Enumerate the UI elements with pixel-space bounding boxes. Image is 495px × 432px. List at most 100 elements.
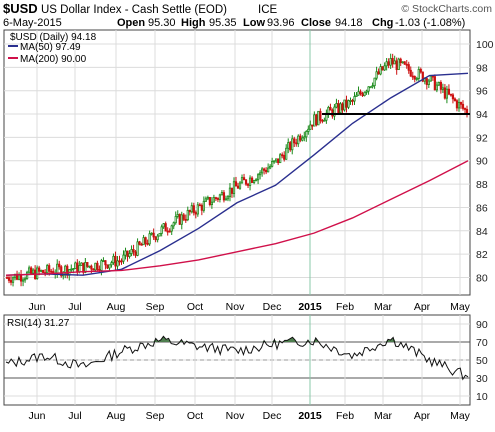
candle-body [315, 114, 318, 126]
candle-body [305, 131, 308, 138]
candle-body [230, 187, 234, 194]
candle-body [204, 198, 207, 202]
candle-body [383, 65, 386, 71]
candle-body [329, 106, 332, 111]
ma50-line [5, 72, 469, 276]
candle-body [429, 75, 432, 82]
candle-body [369, 86, 372, 89]
candle-body [90, 265, 93, 270]
candle-body [254, 179, 258, 182]
quote-date: 6-May-2015 [3, 17, 62, 29]
candle-body [30, 267, 33, 274]
legend-ma200: MA(200) 90.00 [20, 54, 87, 65]
price-marks [5, 53, 470, 287]
candle-body [74, 262, 77, 270]
price-x-tick-label: Dec [263, 301, 282, 313]
candle-body [126, 250, 129, 257]
candle-body [359, 91, 362, 95]
candle-body [283, 154, 286, 160]
candle-body [200, 204, 203, 211]
candle-body [361, 93, 364, 97]
price-y-tick-label: 100 [476, 39, 494, 51]
candle-body [317, 110, 320, 126]
candle-body [128, 253, 131, 257]
candle-body [166, 230, 169, 233]
candle-body [234, 181, 238, 187]
candle-body [347, 100, 350, 108]
candle-body [403, 61, 406, 65]
candle-body [9, 280, 13, 283]
candle-body [256, 174, 260, 181]
chg-label: Chg [372, 17, 393, 29]
candle-body [134, 251, 137, 256]
candle-body [23, 278, 27, 281]
candle-body [130, 249, 133, 254]
candle-body [96, 262, 99, 270]
candle-body [160, 226, 163, 234]
rsi-legend: RSI(14) 31.27 [7, 318, 70, 329]
candle-body [94, 262, 97, 271]
open-value: 95.30 [148, 17, 176, 29]
candle-body [186, 209, 189, 221]
watermark: © StockCharts.com [401, 3, 492, 15]
candle-body [19, 274, 23, 282]
candle-body [345, 99, 348, 108]
candle-body [168, 230, 171, 233]
price-x-tick-label: Apr [414, 301, 431, 313]
candle-body [289, 142, 292, 151]
price-x-tick-label: Aug [107, 301, 126, 313]
price-x-tick-label: Jul [68, 301, 81, 313]
candle-body [202, 200, 205, 211]
candle-body [120, 260, 123, 263]
candle-body [66, 265, 69, 276]
candle-body [46, 265, 49, 274]
candle-body [7, 277, 11, 281]
price-x-tick-label: Sep [146, 301, 165, 313]
candle-body [136, 241, 139, 256]
candle-body [220, 192, 224, 196]
candle-body [112, 255, 115, 264]
candle-body [242, 177, 246, 181]
candle-body [80, 262, 83, 266]
candle-body [258, 172, 262, 176]
candle-body [70, 268, 73, 271]
candle-body [417, 68, 420, 79]
candle-body [11, 277, 15, 283]
rsi-x-tick-label: Nov [226, 410, 245, 422]
candle-body [453, 98, 457, 102]
high-value: 95.35 [209, 17, 237, 29]
candle-body [273, 160, 276, 163]
candle-body [297, 135, 300, 145]
candle-body [433, 76, 436, 91]
candle-body [341, 103, 344, 111]
candle-body [106, 264, 109, 269]
high-label: High [181, 17, 206, 29]
candle-body [405, 63, 408, 66]
instrument-name: US Dollar Index - Cash Settle (EOD) [41, 4, 227, 16]
candle-body [208, 197, 211, 205]
candle-body [457, 101, 461, 109]
candle-body [415, 78, 418, 80]
candle-body [321, 119, 324, 122]
candle-body [60, 266, 63, 277]
candle-body [447, 88, 451, 95]
candle-body [373, 77, 376, 87]
candle-body [25, 271, 29, 280]
price-y-tick-label: 80 [476, 272, 488, 284]
candle-body [441, 87, 444, 90]
candle-body [102, 260, 105, 262]
candle-body [285, 147, 288, 160]
rsi-line [5, 335, 469, 381]
candle-body [427, 80, 430, 85]
candle-body [184, 218, 187, 221]
rsi-grid [4, 315, 470, 405]
rsi-y-tick-label: 50 [476, 355, 488, 367]
price-grid [4, 30, 470, 295]
rsi-y-tick-label: 30 [476, 373, 488, 385]
candle-body [36, 267, 39, 280]
candle-body [377, 71, 380, 75]
rsi-x-tick-label: Oct [187, 410, 203, 422]
price-x-tick-label: Feb [336, 301, 354, 313]
candle-body [357, 91, 360, 96]
candle-body [319, 110, 322, 121]
